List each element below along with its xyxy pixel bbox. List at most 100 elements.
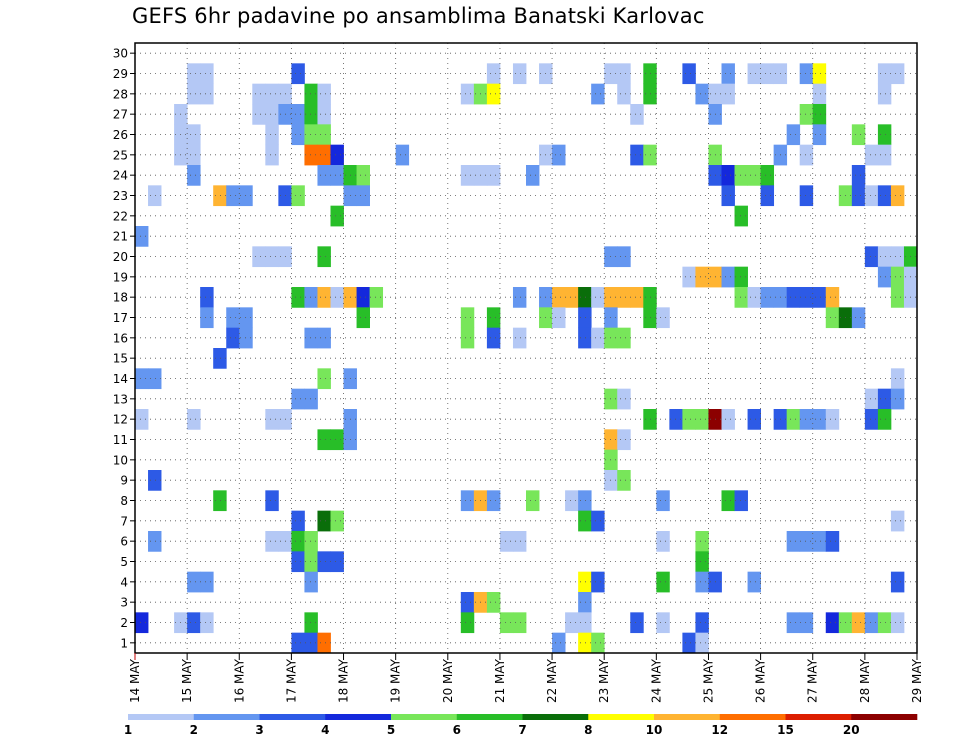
heatmap-cell	[512, 327, 527, 349]
heatmap-cell	[148, 531, 162, 552]
heatmap-cell	[512, 287, 527, 308]
y-tick-label: 7	[120, 514, 128, 528]
heatmap-cell	[799, 531, 814, 552]
heatmap-cell	[486, 327, 501, 349]
heatmap-cell	[877, 83, 892, 105]
heatmap-cell	[890, 185, 905, 207]
y-tick-label: 6	[120, 535, 128, 549]
heatmap-cell	[864, 144, 879, 166]
heatmap-cell	[213, 490, 227, 512]
heatmap-cell	[617, 63, 631, 85]
colorbar-label: 10	[646, 723, 663, 737]
x-tick-label: 25 MAY	[701, 658, 715, 703]
heatmap-cell	[877, 63, 892, 85]
colorbar-swatch	[456, 714, 523, 720]
heatmap-cell	[890, 368, 905, 390]
x-tick-label: 18 MAY	[337, 658, 351, 703]
heatmap-cell	[460, 612, 475, 634]
heatmap-cell	[877, 266, 892, 288]
heatmap-cell	[799, 185, 814, 207]
heatmap-cell	[825, 531, 840, 552]
heatmap-cell	[695, 83, 709, 105]
heatmap-cell	[617, 287, 631, 308]
heatmap-cell	[851, 124, 866, 146]
heatmap-cell	[200, 287, 214, 308]
heatmap-cell	[734, 490, 748, 512]
y-tick-label: 25	[113, 148, 128, 162]
heatmap-cell	[200, 612, 214, 634]
heatmap-cell	[252, 104, 266, 125]
heatmap-cell	[747, 63, 761, 85]
heatmap-cell	[304, 124, 318, 146]
colorbar-swatch	[193, 714, 260, 720]
y-tick-label: 24	[113, 169, 128, 183]
heatmap-cell	[812, 531, 827, 552]
heatmap-cell	[265, 104, 279, 125]
heatmap-cell	[304, 104, 318, 125]
heatmap-cell	[812, 63, 827, 85]
heatmap-cell	[786, 124, 801, 146]
heatmap-cell	[825, 287, 840, 308]
heatmap-cell	[317, 368, 331, 390]
heatmap-cell	[317, 124, 331, 146]
heatmap-cell	[617, 470, 631, 491]
heatmap-cell	[656, 307, 670, 329]
y-tick-label: 9	[120, 474, 128, 488]
heatmap-cell	[252, 83, 266, 105]
heatmap-cell	[890, 266, 905, 288]
heatmap-cell	[356, 287, 370, 308]
heatmap-cell	[200, 83, 214, 105]
heatmap-cell	[252, 246, 266, 268]
heatmap-cell	[486, 307, 501, 329]
heatmap-cell	[812, 409, 827, 430]
heatmap-cell	[799, 612, 814, 634]
heatmap-cell	[591, 510, 605, 532]
heatmap-cell	[187, 144, 201, 166]
x-axis: 14 MAY 15 MAY 16 MAY 17 MAY 18 MAY 19 MAY 20 M…	[128, 653, 924, 703]
heatmap-cell	[369, 287, 384, 308]
heatmap-cell	[747, 287, 761, 308]
heatmap-cell	[734, 287, 748, 308]
colorbar-label: 2	[190, 723, 198, 737]
heatmap-cell	[460, 592, 475, 613]
heatmap-cell	[187, 124, 201, 146]
colorbar-label: 3	[255, 723, 263, 737]
grid-lines	[135, 43, 917, 653]
y-tick-label: 4	[120, 575, 128, 589]
heatmap-cell	[591, 83, 605, 105]
colorbar-label: 15	[777, 723, 794, 737]
heatmap-cell	[135, 368, 149, 390]
heatmap-cell	[734, 205, 748, 227]
heatmap-cell	[460, 165, 475, 186]
heatmap-cell	[617, 388, 631, 410]
colorbar-label: 12	[711, 723, 728, 737]
heatmap-cell	[486, 592, 501, 613]
heatmap-cell	[630, 612, 644, 634]
chart-title: GEFS 6hr padavine po ansamblima Banatski…	[132, 4, 705, 28]
heatmap-cell	[226, 327, 240, 349]
heatmap-cell	[291, 287, 305, 308]
heatmap-cell	[330, 510, 344, 532]
heatmap-cell	[695, 266, 709, 288]
y-tick-label: 29	[113, 67, 128, 81]
heatmap-cell	[747, 571, 761, 593]
heatmap-cell	[682, 632, 696, 654]
heatmap-cell	[148, 368, 162, 390]
heatmap-cell	[304, 287, 318, 308]
x-tick-label: 27 MAY	[806, 658, 820, 703]
heatmap-cell	[317, 144, 331, 166]
heatmap-cell	[304, 83, 318, 105]
heatmap-cell	[317, 165, 331, 186]
y-tick-label: 11	[113, 433, 128, 447]
heatmap-cell	[552, 287, 566, 308]
y-tick-label: 20	[113, 250, 128, 264]
heatmap-cell	[578, 327, 592, 349]
heatmap-cell	[135, 226, 149, 247]
x-tick-label: 19 MAY	[389, 658, 403, 703]
y-tick-label: 23	[113, 189, 128, 203]
x-tick-label: 14 MAY	[128, 658, 142, 703]
heatmap-cell	[734, 165, 748, 186]
y-tick-label: 28	[113, 87, 128, 101]
y-tick-label: 14	[113, 372, 128, 386]
